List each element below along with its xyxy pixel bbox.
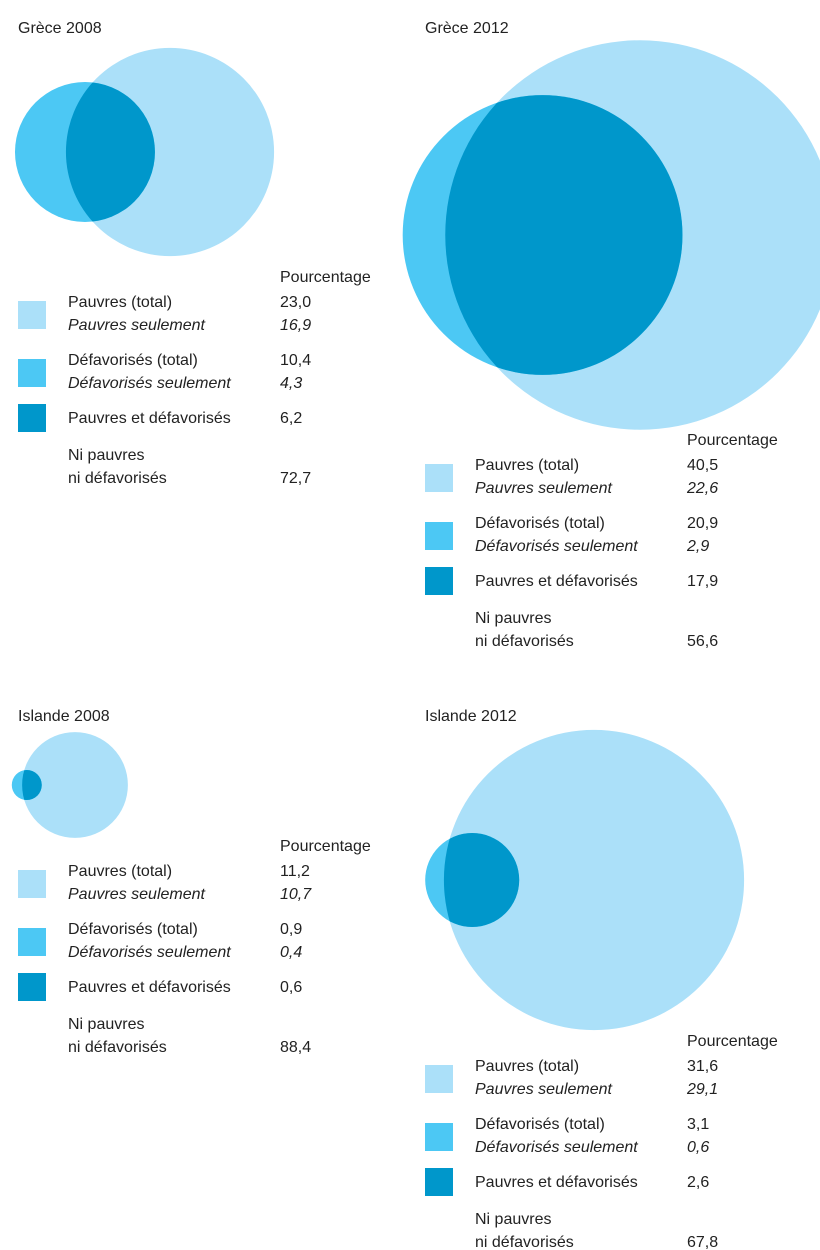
legend-value: 88,4	[280, 1039, 312, 1056]
legend-value: 20,9	[687, 515, 719, 532]
legend-label: Ni pauvres ni défavorisés	[68, 1016, 167, 1056]
poor-circle	[443, 729, 745, 1031]
legend-label: Pauvres (total)	[68, 294, 173, 311]
legend-value: 56,6	[687, 633, 719, 650]
legend-title: Pourcentage	[280, 838, 371, 855]
overlap	[65, 82, 155, 222]
legend-label: Ni pauvres ni défavorisés	[475, 1211, 574, 1250]
legend-label: Ni pauvres ni défavorisés	[475, 610, 574, 650]
legend-swatch	[18, 927, 46, 956]
legend-value: 3,1	[687, 1116, 710, 1133]
legend-value: 29,1	[687, 1081, 719, 1098]
legend-value: 10,7	[280, 886, 312, 903]
legend-value: 4,3	[280, 375, 303, 392]
legend-label: Pauvres et défavorisés	[475, 573, 638, 590]
legend-value: 72,7	[280, 470, 312, 487]
legend-label: Pauvres seulement	[68, 317, 205, 334]
legend-swatch	[425, 1064, 453, 1093]
legend-label: Pauvres et défavorisés	[475, 1174, 638, 1191]
legend-swatch	[425, 521, 453, 550]
legend-value: 17,9	[687, 573, 719, 590]
legend-value: 0,4	[280, 944, 303, 961]
legend-value: 16,9	[280, 317, 312, 334]
legend-title: Pourcentage	[280, 269, 371, 286]
legend-swatch	[18, 358, 46, 387]
legend-label: Pauvres (total)	[475, 457, 580, 474]
legend-label: Défavorisés seulement	[68, 375, 231, 392]
legend-value: 2,6	[687, 1174, 710, 1191]
legend-value: 0,6	[687, 1139, 710, 1156]
legend-label: Pauvres (total)	[475, 1058, 580, 1075]
legend-value: 22,6	[687, 480, 719, 497]
legend-value: 67,8	[687, 1234, 719, 1250]
legend-label: Pauvres et défavorisés	[68, 979, 231, 996]
overlap	[443, 832, 520, 928]
legend-value: 31,6	[687, 1058, 719, 1075]
legend-value: 10,4	[280, 352, 312, 369]
legend-label: Pauvres et défavorisés	[68, 410, 231, 427]
legend-label: Pauvres seulement	[475, 1081, 612, 1098]
legend-swatch	[18, 973, 46, 1001]
legend-value: 40,5	[687, 457, 719, 474]
legend-label: Défavorisés seulement	[68, 944, 231, 961]
legend-label: Pauvres seulement	[68, 886, 205, 903]
legend-swatch	[425, 1122, 453, 1151]
legend-label: Défavorisés (total)	[68, 352, 198, 369]
overlap	[22, 770, 42, 800]
legend-label: Défavorisés (total)	[475, 515, 605, 532]
legend-value: 2,9	[687, 538, 710, 555]
legend-value: 23,0	[280, 294, 312, 311]
panel-title: Grèce 2012	[425, 20, 509, 37]
legend-swatch	[18, 869, 46, 898]
legend-label: Défavorisés seulement	[475, 1139, 638, 1156]
legend-swatch	[425, 1168, 453, 1196]
legend-title: Pourcentage	[687, 1033, 778, 1050]
legend-label: Défavorisés (total)	[68, 921, 198, 938]
legend-swatch	[18, 404, 46, 432]
overlap	[445, 95, 683, 375]
panel-title: Grèce 2008	[18, 20, 102, 37]
legend-value: 0,9	[280, 921, 303, 938]
legend-swatch	[18, 300, 46, 329]
poor-circle	[22, 732, 128, 838]
legend-swatch	[425, 463, 453, 492]
legend-label: Pauvres (total)	[68, 863, 173, 880]
legend-title: Pourcentage	[687, 432, 778, 449]
legend-value: 11,2	[280, 863, 310, 880]
panel-title: Islande 2012	[425, 708, 517, 725]
legend-label: Défavorisés seulement	[475, 538, 638, 555]
legend-swatch	[425, 567, 453, 595]
legend-label: Ni pauvres ni défavorisés	[68, 447, 167, 487]
panel-title: Islande 2008	[18, 708, 110, 725]
legend-label: Défavorisés (total)	[475, 1116, 605, 1133]
legend-label: Pauvres seulement	[475, 480, 612, 497]
legend-value: 6,2	[280, 410, 303, 427]
legend-value: 0,6	[280, 979, 303, 996]
